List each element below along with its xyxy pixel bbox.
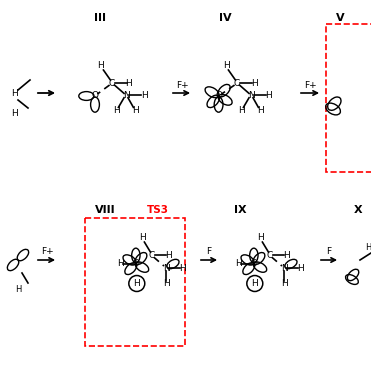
Text: C: C [109,79,115,88]
Text: C: C [149,250,155,259]
Text: O: O [132,259,139,268]
Text: H: H [251,79,258,88]
Text: H: H [165,250,172,259]
Text: H: H [365,243,371,252]
Text: H: H [238,106,245,115]
Text: O: O [250,259,257,268]
Text: H: H [139,233,146,242]
Text: C: C [267,250,273,259]
Text: H: H [12,89,19,98]
Text: F+: F+ [41,247,53,256]
Text: H: H [281,279,288,288]
Text: O: O [215,92,222,101]
Text: H: H [257,233,264,242]
Text: H: H [257,106,264,115]
Text: VIII: VIII [95,205,115,215]
Text: F+: F+ [176,82,188,91]
Text: H: H [235,259,242,268]
Text: H: H [134,279,140,288]
Text: N: N [248,91,255,100]
Text: F: F [326,247,332,256]
Text: F+: F+ [304,82,316,91]
Text: H: H [11,108,17,118]
Text: H: H [179,264,186,273]
Text: TS3: TS3 [147,205,169,215]
Text: H: H [98,62,104,70]
Text: IX: IX [234,205,246,215]
Bar [326,24,371,172]
Text: III: III [94,13,106,23]
Text: H: H [297,264,304,273]
Text: H: H [266,91,272,100]
Text: O: O [92,92,98,101]
Text: H: H [141,91,147,100]
Text: N: N [281,264,288,273]
Text: H: H [117,259,124,268]
Text: N: N [163,264,170,273]
Text: H: H [132,106,139,115]
Bar [85,218,185,346]
Text: F: F [206,247,211,256]
Text: N: N [123,91,130,100]
Text: X: X [354,205,362,215]
Text: H: H [113,106,120,115]
Text: V: V [336,13,344,23]
Text: H: H [15,286,21,295]
Text: C: C [234,79,240,88]
Text: H: H [126,79,132,88]
Text: H: H [223,62,229,70]
Text: H: H [163,279,170,288]
Text: H: H [252,279,258,288]
Text: H: H [283,250,290,259]
Text: IV: IV [219,13,231,23]
